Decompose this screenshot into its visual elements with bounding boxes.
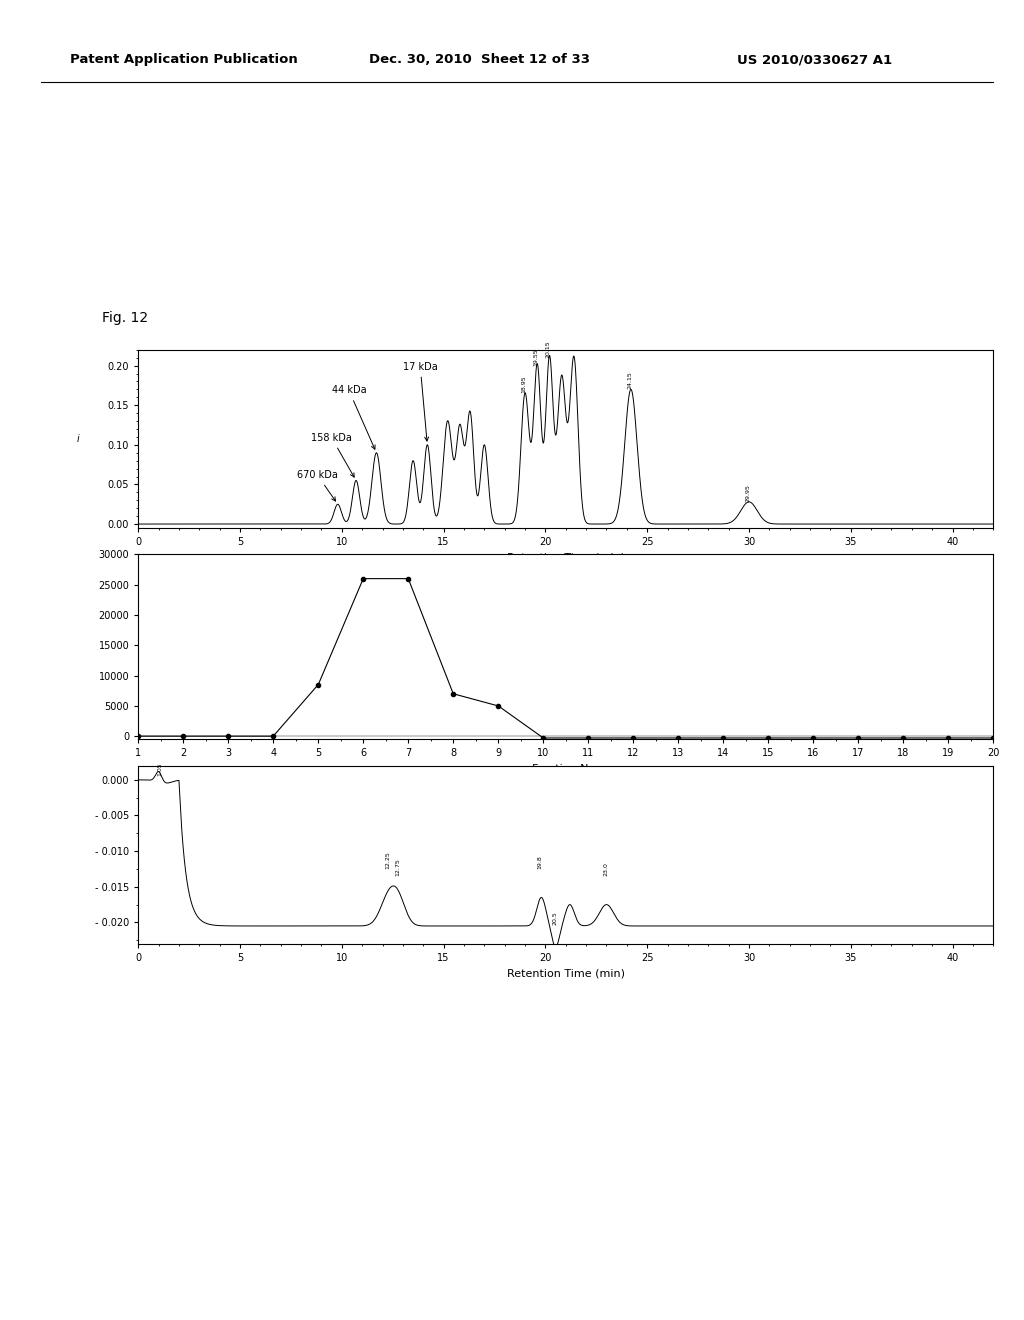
Text: 24.15: 24.15: [628, 372, 633, 389]
X-axis label: Retention Time (min): Retention Time (min): [507, 969, 625, 978]
Text: Fig. 12: Fig. 12: [102, 312, 148, 325]
Text: US 2010/0330627 A1: US 2010/0330627 A1: [737, 53, 892, 66]
Text: 19.55: 19.55: [534, 348, 539, 366]
X-axis label: Retention Time (min): Retention Time (min): [507, 553, 625, 562]
Text: 29.95: 29.95: [745, 484, 751, 502]
Text: 17 kDa: 17 kDa: [402, 362, 437, 441]
Text: 1.05: 1.05: [157, 763, 162, 776]
X-axis label: Fraction No.: Fraction No.: [532, 764, 599, 774]
Text: 18.95: 18.95: [521, 375, 526, 392]
Text: 23.0: 23.0: [604, 862, 609, 876]
Text: Dec. 30, 2010  Sheet 12 of 33: Dec. 30, 2010 Sheet 12 of 33: [369, 53, 590, 66]
Text: 19.8: 19.8: [538, 855, 543, 869]
Text: 670 kDa: 670 kDa: [297, 470, 338, 502]
Text: 20.15: 20.15: [546, 341, 551, 358]
Text: i: i: [77, 434, 80, 445]
Text: 158 kDa: 158 kDa: [311, 433, 354, 477]
Text: 20.5: 20.5: [552, 912, 557, 925]
Text: Patent Application Publication: Patent Application Publication: [70, 53, 297, 66]
Text: 44 kDa: 44 kDa: [332, 385, 375, 449]
Text: 12.25: 12.25: [385, 851, 390, 869]
Text: 12.75: 12.75: [395, 858, 400, 876]
